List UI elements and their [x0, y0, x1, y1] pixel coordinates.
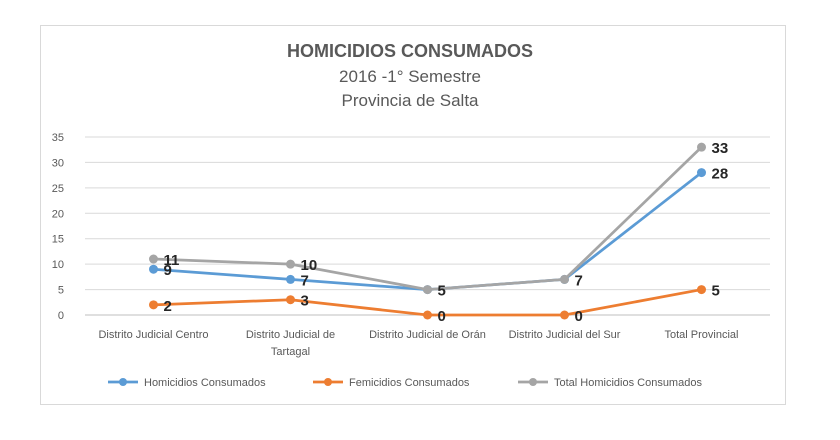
chart-frame [40, 25, 786, 405]
data-point [560, 274, 569, 284]
data-point [286, 295, 295, 305]
data-label: 7 [575, 272, 583, 289]
legend-swatch-marker [324, 378, 332, 386]
data-point [149, 264, 158, 274]
chart-subtitle-line-1: 2016 -1° Semestre [339, 67, 481, 86]
data-point [560, 310, 569, 320]
data-label: 0 [575, 308, 583, 325]
data-label: 0 [438, 308, 446, 325]
data-point [149, 300, 158, 310]
y-axis-ticks: 0 5 10 15 20 25 30 35 [52, 132, 64, 322]
data-label: 33 [712, 140, 729, 157]
x-tick-label: Distrito Judicial del Sur [509, 329, 621, 341]
data-point [286, 274, 295, 284]
x-axis-ticks: Distrito Judicial Centro Distrito Judicia… [98, 329, 738, 358]
x-tick-label: Tartagal [271, 346, 310, 358]
y-tick-label: 10 [52, 259, 64, 271]
gridlines [85, 136, 770, 316]
series-line [152, 171, 703, 291]
y-tick-label: 15 [52, 234, 64, 246]
chart-titles: HOMICIDIOS CONSUMADOS 2016 -1° Semestre … [287, 41, 533, 110]
data-point [697, 285, 706, 295]
series-line [152, 145, 703, 291]
data-point [286, 259, 295, 269]
chart-subtitle-line-2: Provincia de Salta [341, 91, 479, 110]
data-point [697, 168, 706, 178]
data-labels: 9 7 28 2 3 0 0 5 11 10 5 7 33 [164, 140, 729, 325]
data-label: 10 [301, 257, 318, 274]
y-tick-label: 5 [58, 285, 64, 297]
x-tick-label: Total Provincial [665, 329, 739, 341]
data-point [423, 285, 432, 295]
x-tick-label: Distrito Judicial Centro [98, 329, 208, 341]
legend-swatch-marker [119, 378, 127, 386]
data-label: 3 [301, 293, 309, 310]
data-point [149, 254, 158, 264]
y-tick-label: 30 [52, 157, 64, 169]
y-tick-label: 0 [58, 310, 64, 322]
x-tick-label: Distrito Judicial de [246, 329, 335, 341]
legend-label: Total Homicidios Consumados [554, 377, 702, 389]
y-tick-label: 20 [52, 208, 64, 220]
y-tick-label: 35 [52, 132, 64, 144]
data-point [423, 310, 432, 320]
data-point [697, 142, 706, 152]
data-label: 11 [164, 252, 180, 269]
legend-label: Femicidios Consumados [349, 377, 470, 389]
data-label: 2 [164, 298, 172, 315]
legend-label: Homicidios Consumados [144, 377, 266, 389]
data-label: 7 [301, 272, 309, 289]
chart-title: HOMICIDIOS CONSUMADOS [287, 41, 533, 61]
legend: Homicidios Consumados Femicidios Consumad… [108, 377, 702, 389]
data-label: 5 [438, 283, 446, 300]
y-tick-label: 25 [52, 183, 64, 195]
data-label: 28 [712, 166, 729, 183]
data-label: 9 [164, 262, 172, 279]
legend-swatch-marker [529, 378, 537, 386]
x-tick-label: Distrito Judicial de Orán [369, 329, 486, 341]
data-label: 5 [712, 283, 720, 300]
series-lines [149, 142, 706, 320]
